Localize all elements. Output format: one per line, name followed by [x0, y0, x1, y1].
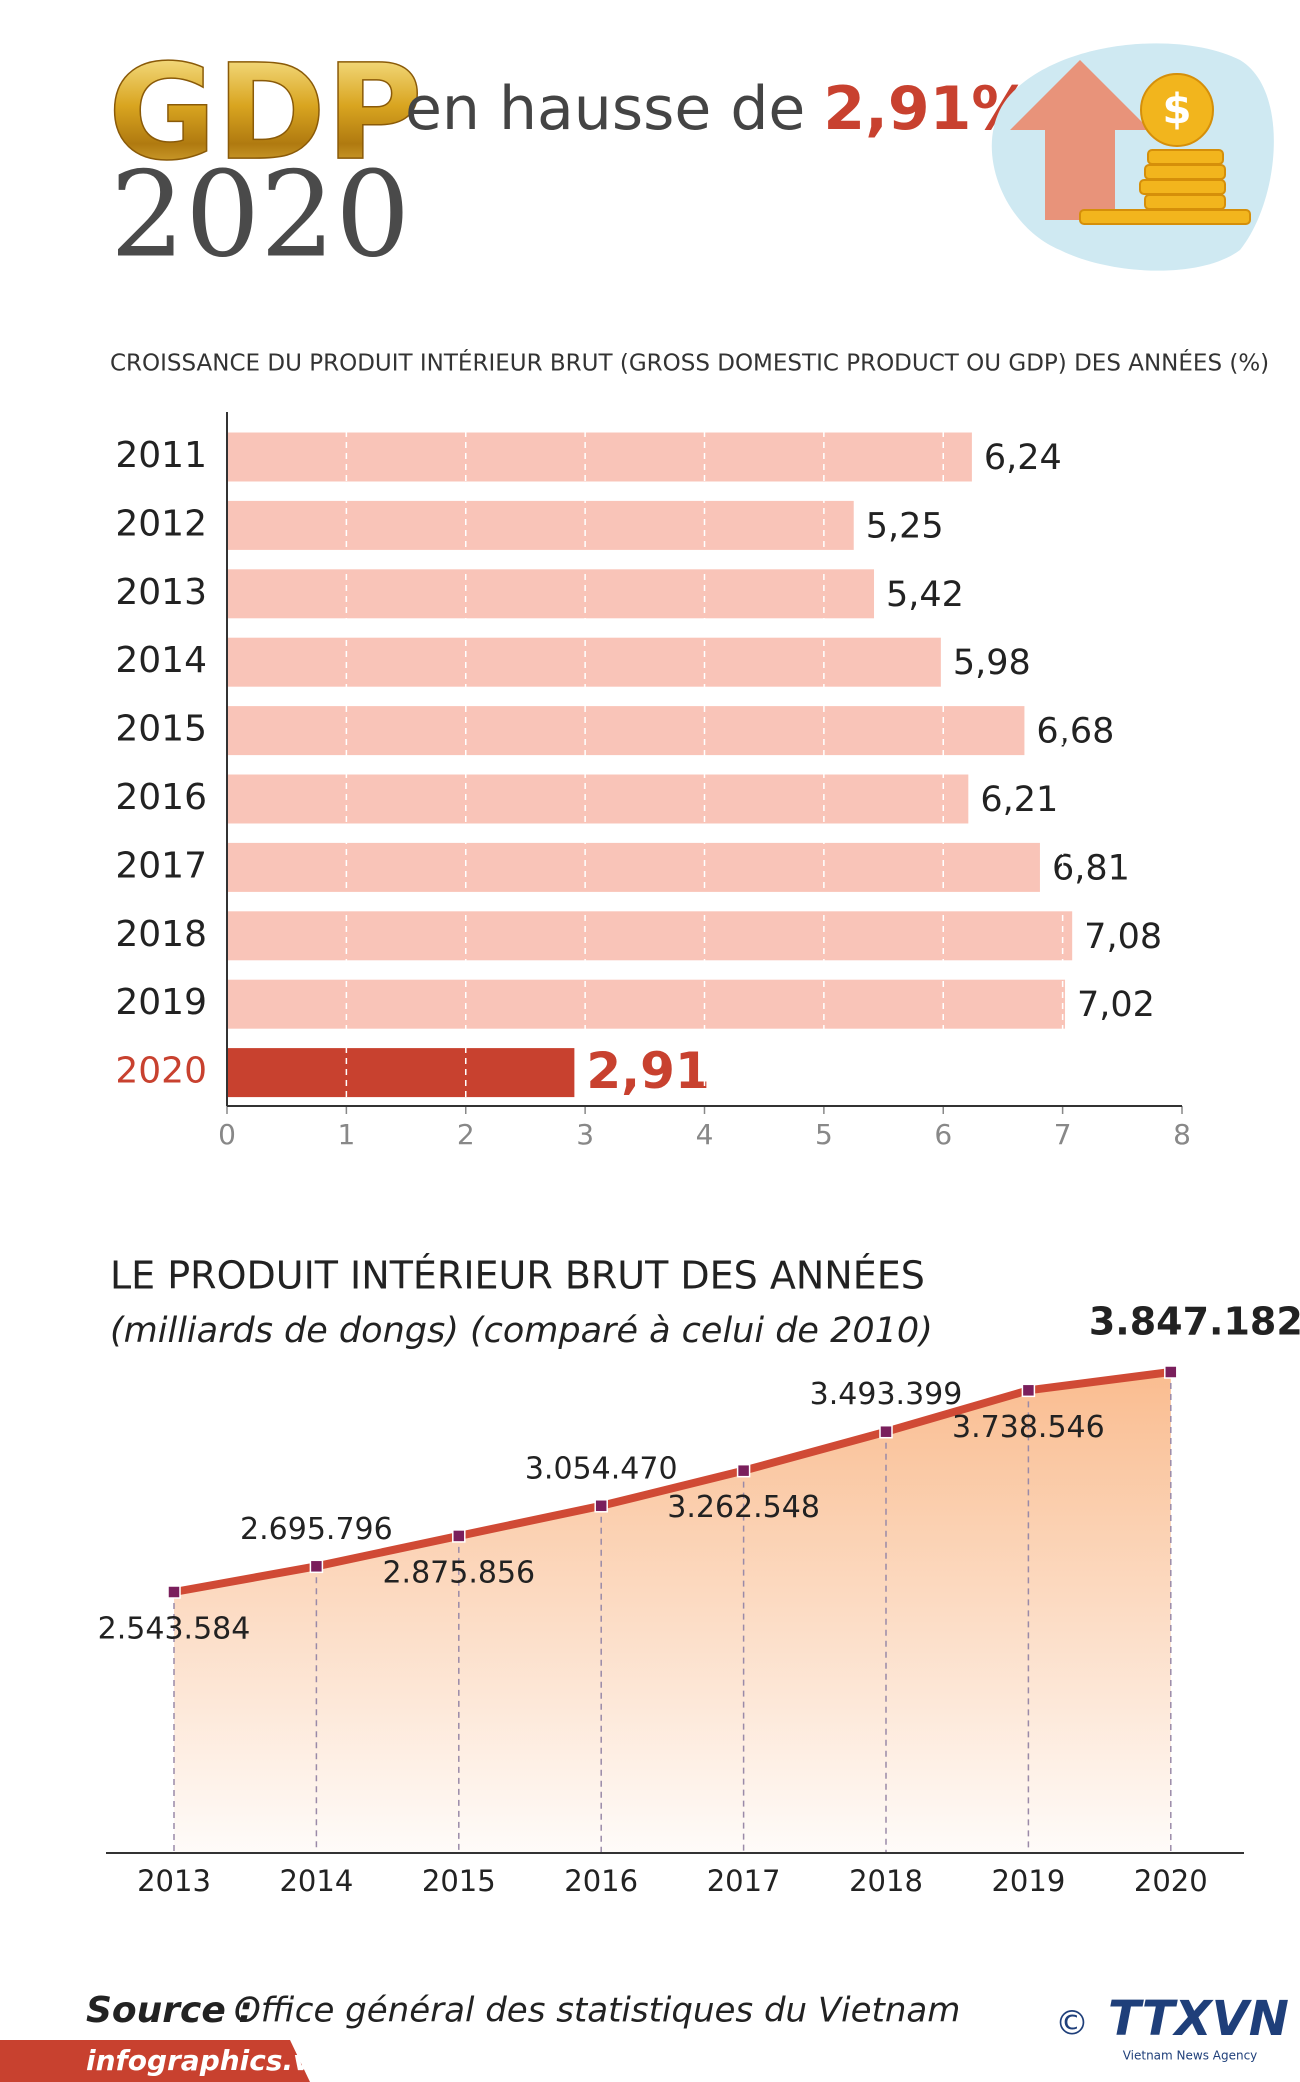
value-label: 3.738.546 — [952, 1410, 1105, 1445]
value-label: 7,02 — [1077, 985, 1155, 1025]
header-year: 2020 — [110, 146, 410, 284]
headline: en hausse de 2,91% — [405, 74, 1032, 144]
bar — [227, 1048, 575, 1098]
marker — [594, 1499, 608, 1513]
value-label: 3.054.470 — [525, 1451, 678, 1486]
value-label: 6,24 — [984, 438, 1062, 478]
chart-title: CROISSANCE DU PRODUIT INTÉRIEUR BRUT (GR… — [110, 349, 1269, 377]
value-label: 3.493.399 — [810, 1377, 963, 1412]
svg-text:$: $ — [1162, 85, 1191, 134]
y-tick-label: 2013 — [115, 572, 207, 613]
x-tick-label: 7 — [1054, 1118, 1072, 1151]
value-label: 6,81 — [1052, 848, 1130, 888]
value-label: 6,68 — [1036, 712, 1114, 752]
x-tick-label: 0 — [218, 1118, 236, 1151]
chart-subtitle: (milliards de dongs) (comparé à celui de… — [110, 1311, 933, 1351]
marker — [167, 1585, 181, 1599]
marker — [736, 1463, 751, 1478]
gdp-chart: LE PRODUIT INTÉRIEUR BRUT DES ANNÉES (mil… — [98, 1254, 1300, 1899]
x-tick-label: 2015 — [422, 1864, 496, 1898]
x-tick-label: 1 — [337, 1118, 355, 1151]
x-tick-label: 2014 — [279, 1864, 353, 1898]
bar — [227, 911, 1073, 961]
value-label: 2.875.856 — [382, 1555, 535, 1590]
footer-band — [0, 2040, 310, 2082]
y-tick-label: 2012 — [115, 503, 207, 544]
bar — [227, 842, 1040, 892]
value-label: 7,08 — [1084, 917, 1162, 957]
value-label: 3.847.182 — [1089, 1300, 1300, 1344]
x-tick-label: 2 — [457, 1118, 475, 1151]
value-label: 2,91 — [586, 1042, 709, 1100]
value-label: 3.262.548 — [667, 1490, 820, 1525]
marker — [1021, 1383, 1036, 1398]
x-tick-label: 4 — [696, 1118, 714, 1151]
header-title: GDP — [108, 36, 423, 190]
growth-chart: CROISSANCE DU PRODUIT INTÉRIEUR BRUT (GR… — [110, 349, 1269, 1152]
x-tick-label: 2017 — [707, 1864, 781, 1898]
x-tick-label: 6 — [934, 1118, 952, 1151]
bar — [227, 706, 1025, 756]
value-label: 5,42 — [886, 575, 964, 615]
x-tick-label: 2016 — [564, 1864, 638, 1898]
logo-subtitle: Vietnam News Agency — [1123, 2049, 1258, 2063]
source-text: Office général des statistiques du Vietn… — [234, 1991, 960, 2031]
headline-text: en hausse de — [405, 74, 805, 144]
y-tick-label: 2011 — [115, 435, 207, 476]
line — [173, 1368, 1172, 1596]
source-label: Source : — [86, 1990, 253, 2031]
growth-icon: $ — [991, 43, 1274, 271]
y-tick-label: 2020 — [115, 1051, 207, 1092]
value-label: 2.543.584 — [98, 1612, 251, 1647]
copyright: © — [1055, 2004, 1089, 2044]
bar — [227, 569, 875, 619]
y-tick-label: 2018 — [115, 914, 207, 955]
value-label: 5,98 — [953, 643, 1031, 683]
logo: TTXVN — [1108, 1991, 1289, 2047]
chart-title: LE PRODUIT INTÉRIEUR BRUT DES ANNÉES — [110, 1254, 925, 1298]
y-tick-label: 2015 — [115, 709, 207, 750]
bar — [227, 774, 969, 824]
y-tick-label: 2017 — [115, 845, 207, 886]
area — [174, 1372, 1171, 1853]
x-tick-label: 2020 — [1134, 1864, 1208, 1898]
marker — [879, 1424, 893, 1439]
marker — [309, 1559, 324, 1574]
bar — [227, 979, 1066, 1029]
x-tick-label: 8 — [1173, 1118, 1191, 1151]
x-tick-label: 3 — [576, 1118, 594, 1151]
value-label: 5,25 — [866, 506, 944, 546]
value-label: 6,21 — [980, 780, 1058, 820]
bar — [227, 637, 941, 687]
bar — [227, 500, 854, 550]
bar — [227, 432, 972, 482]
y-tick-label: 2019 — [115, 982, 207, 1023]
x-tick-label: 2013 — [137, 1864, 211, 1898]
x-tick-label: 5 — [815, 1118, 833, 1151]
y-tick-label: 2016 — [115, 777, 207, 818]
marker — [1164, 1365, 1178, 1379]
y-tick-label: 2014 — [115, 640, 207, 681]
value-label: 2.695.796 — [240, 1512, 393, 1547]
website: infographics.vn — [86, 2044, 331, 2077]
x-tick-label: 2019 — [991, 1864, 1065, 1898]
marker — [452, 1529, 466, 1543]
x-tick-label: 2018 — [849, 1864, 923, 1898]
